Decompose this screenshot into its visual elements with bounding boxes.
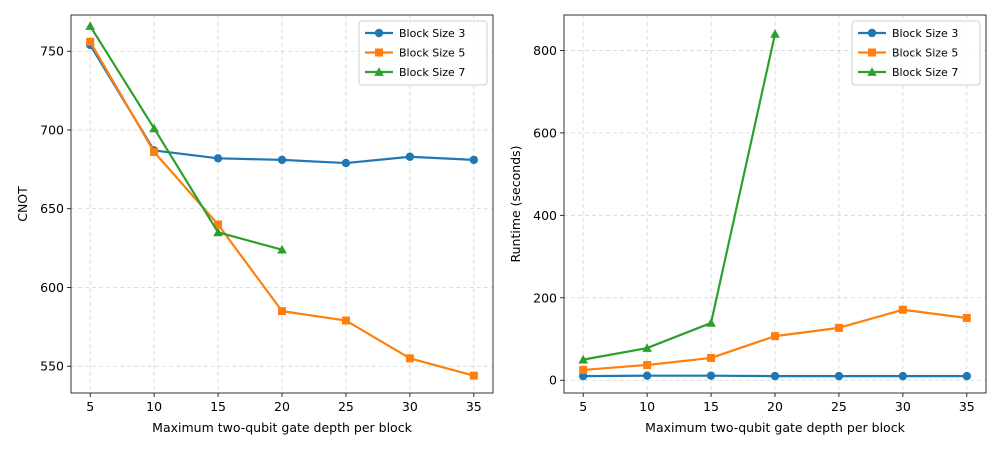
legend-marker <box>375 48 383 57</box>
data-point <box>834 323 843 332</box>
x-tick-label: 10 <box>146 399 162 414</box>
data-point <box>150 148 159 157</box>
data-point <box>341 158 351 168</box>
x-tick-label: 15 <box>703 399 719 414</box>
data-point <box>149 123 159 133</box>
legend-item: Block Size 7 <box>858 66 958 79</box>
series-block-size-7 <box>85 21 287 254</box>
x-axis-label: Maximum two-qubit gate depth per block <box>645 420 905 435</box>
series-block-size-7 <box>578 29 780 364</box>
y-tick-label: 600 <box>533 125 557 140</box>
x-tick-label: 5 <box>579 399 587 414</box>
legend: Block Size 3 Block Size 5 Block Size 7 <box>851 20 981 86</box>
data-point <box>898 305 907 314</box>
chart-panel-1: 5 10 15 20 25 30 35 550 600 650 700 750 Maximum two-… <box>15 14 494 435</box>
plot-frame <box>563 14 987 394</box>
data-point <box>85 21 95 30</box>
legend-label: Block Size 3 <box>892 27 958 40</box>
data-point <box>834 371 844 381</box>
data-point <box>643 360 652 369</box>
legend-item: Block Size 5 <box>858 47 958 60</box>
data-point <box>405 354 414 363</box>
series-line <box>582 33 777 361</box>
data-point <box>578 371 588 381</box>
y-tick-label: 600 <box>40 280 64 295</box>
x-tick-label: 20 <box>767 399 783 414</box>
data-point <box>341 316 350 325</box>
data-point <box>277 244 287 254</box>
legend-label: Block Size 5 <box>892 47 958 60</box>
x-tick-label: 25 <box>831 399 847 414</box>
data-point <box>214 220 223 229</box>
data-point <box>962 313 971 322</box>
data-point <box>278 307 286 316</box>
legend-item: Block Size 3 <box>858 27 958 40</box>
data-point <box>642 371 652 380</box>
y-axis-label: Runtime (seconds) <box>508 145 523 262</box>
legend-box <box>358 20 488 86</box>
series-line <box>89 25 283 251</box>
y-tick-label: 750 <box>40 44 64 59</box>
y-tick-label: 550 <box>40 359 64 374</box>
data-point <box>771 332 779 341</box>
x-tick-label: 20 <box>274 399 290 414</box>
series-block-size-3 <box>578 371 972 381</box>
x-tick-label: 25 <box>338 399 354 414</box>
x-tick-label: 35 <box>466 399 482 414</box>
data-point <box>469 371 478 380</box>
legend-item: Block Size 3 <box>365 27 465 40</box>
x-axis-label: Maximum two-qubit gate depth per block <box>152 420 412 435</box>
y-tick-label: 0 <box>549 373 557 388</box>
x-tick-label: 5 <box>86 399 94 414</box>
data-point <box>405 152 415 161</box>
legend-box <box>851 20 981 86</box>
series-block-size-5 <box>86 37 478 380</box>
legend-marker <box>867 28 877 38</box>
legend-label: Block Size 7 <box>399 66 465 79</box>
data-point <box>642 343 652 352</box>
y-tick-label: 400 <box>533 208 557 223</box>
data-point <box>213 227 223 237</box>
legend-item: Block Size 5 <box>365 47 465 60</box>
data-point <box>707 353 716 362</box>
legend-label: Block Size 3 <box>399 27 465 40</box>
data-point <box>213 154 223 163</box>
y-tick-label: 200 <box>533 290 557 305</box>
legend-label: Block Size 5 <box>399 47 465 60</box>
plot-frame <box>70 14 494 394</box>
data-point <box>898 371 908 381</box>
data-point <box>962 371 972 381</box>
series-block-size-5 <box>579 305 971 374</box>
legend-marker <box>868 48 876 57</box>
legend-label: Block Size 7 <box>892 66 958 79</box>
x-tick-label: 10 <box>639 399 655 414</box>
data-point <box>770 371 780 381</box>
data-point <box>706 371 716 380</box>
legend-marker <box>374 67 384 76</box>
data-point <box>706 318 716 327</box>
y-tick-label: 650 <box>40 201 64 216</box>
legend-marker <box>374 28 384 38</box>
legend: Block Size 3 Block Size 5 Block Size 7 <box>358 20 488 86</box>
y-tick-label: 800 <box>533 43 557 58</box>
data-point <box>578 354 588 364</box>
data-point <box>579 365 588 374</box>
x-tick-label: 30 <box>402 399 418 414</box>
x-tick-label: 35 <box>959 399 975 414</box>
x-tick-label: 15 <box>210 399 226 414</box>
y-axis-label: CNOT <box>15 186 30 222</box>
data-point <box>469 155 479 165</box>
data-point <box>770 29 780 38</box>
y-tick-label: 700 <box>40 122 64 137</box>
legend-marker <box>867 67 877 76</box>
data-point <box>277 155 287 165</box>
x-tick-label: 30 <box>895 399 911 414</box>
legend-item: Block Size 7 <box>365 66 465 79</box>
data-point <box>86 37 95 46</box>
chart-panel-2: 5 10 15 20 25 30 35 0 200 400 600 800 Maximum two-qu… <box>508 14 987 435</box>
